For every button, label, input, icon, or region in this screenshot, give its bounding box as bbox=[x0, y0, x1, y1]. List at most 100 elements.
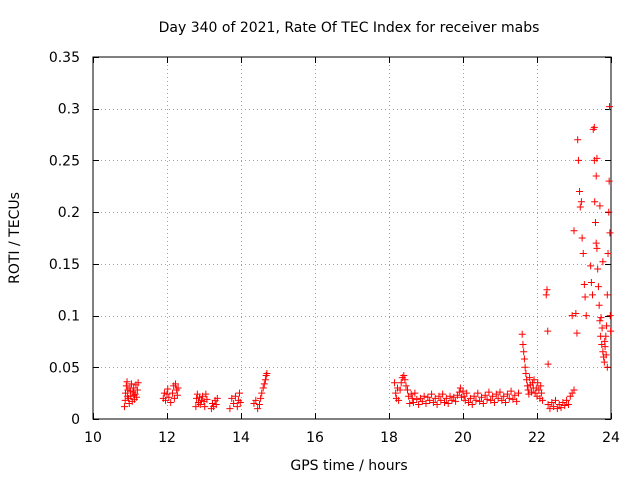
data-point bbox=[411, 389, 419, 397]
data-point bbox=[553, 405, 561, 413]
data-point bbox=[509, 395, 517, 403]
data-point bbox=[507, 387, 515, 395]
data-point bbox=[169, 389, 177, 397]
plot-area-frame bbox=[92, 56, 612, 420]
data-point bbox=[601, 337, 609, 345]
data-point bbox=[593, 154, 601, 162]
data-point bbox=[397, 379, 405, 387]
data-point bbox=[574, 136, 582, 144]
data-point bbox=[576, 187, 584, 195]
chart-title: Day 340 of 2021, Rate Of TEC Index for r… bbox=[159, 20, 540, 36]
data-point bbox=[573, 329, 581, 337]
data-point bbox=[606, 312, 614, 320]
x-tick-label: 10 bbox=[84, 430, 102, 446]
data-point bbox=[165, 393, 173, 401]
data-point bbox=[254, 405, 262, 413]
data-point bbox=[130, 391, 138, 399]
data-point bbox=[593, 244, 601, 252]
data-point bbox=[603, 291, 611, 299]
data-point bbox=[123, 378, 131, 386]
data-point bbox=[580, 281, 588, 289]
data-point bbox=[426, 396, 434, 404]
data-point bbox=[463, 389, 471, 397]
data-point bbox=[523, 382, 531, 390]
data-point bbox=[407, 390, 415, 398]
data-point bbox=[402, 382, 410, 390]
data-point bbox=[521, 363, 529, 371]
data-point bbox=[439, 390, 447, 398]
data-point bbox=[526, 374, 534, 382]
data-point bbox=[544, 401, 552, 409]
data-point bbox=[465, 398, 473, 406]
data-point bbox=[572, 310, 580, 318]
data-point bbox=[590, 123, 598, 131]
x-tick-label: 12 bbox=[158, 430, 176, 446]
data-point bbox=[518, 330, 526, 338]
data-point bbox=[606, 229, 614, 237]
data-point bbox=[574, 156, 582, 164]
data-point bbox=[489, 392, 497, 400]
data-point bbox=[396, 386, 404, 394]
data-point bbox=[212, 401, 220, 409]
data-point bbox=[162, 396, 170, 404]
data-point bbox=[600, 358, 608, 366]
data-point bbox=[498, 396, 506, 404]
data-point bbox=[133, 386, 141, 394]
data-point bbox=[252, 396, 260, 404]
data-point bbox=[193, 394, 201, 402]
data-point bbox=[257, 394, 265, 402]
grid-lines bbox=[93, 57, 611, 419]
data-point bbox=[122, 382, 130, 390]
data-point bbox=[127, 380, 135, 388]
data-point bbox=[550, 403, 558, 411]
data-point bbox=[250, 399, 258, 407]
data-point bbox=[552, 396, 559, 404]
data-point bbox=[196, 401, 204, 409]
data-point bbox=[408, 394, 416, 402]
data-point bbox=[474, 389, 482, 397]
data-point bbox=[478, 393, 485, 401]
data-point bbox=[260, 380, 268, 388]
data-point bbox=[544, 327, 552, 335]
data-point bbox=[233, 403, 241, 411]
data-point bbox=[420, 392, 428, 400]
data-point bbox=[606, 103, 614, 111]
data-point bbox=[561, 402, 569, 410]
data-point bbox=[481, 391, 489, 399]
data-point bbox=[470, 392, 478, 400]
data-point bbox=[450, 393, 458, 401]
data-point bbox=[577, 198, 585, 206]
x-tick-label: 14 bbox=[232, 430, 250, 446]
data-point bbox=[476, 397, 484, 405]
data-point bbox=[539, 396, 547, 404]
data-point bbox=[487, 396, 495, 404]
data-point bbox=[431, 394, 439, 402]
data-point bbox=[392, 389, 400, 397]
data-point bbox=[424, 393, 432, 401]
data-point bbox=[534, 379, 542, 387]
data-point bbox=[490, 398, 498, 406]
data-point bbox=[230, 399, 238, 407]
data-point bbox=[548, 398, 556, 406]
data-point bbox=[435, 392, 443, 400]
data-point bbox=[400, 372, 408, 380]
data-point bbox=[468, 401, 476, 409]
data-point bbox=[174, 384, 182, 392]
data-point bbox=[604, 250, 612, 258]
data-point bbox=[422, 399, 430, 407]
data-point bbox=[503, 390, 511, 398]
data-points bbox=[120, 103, 615, 413]
x-tick-label: 16 bbox=[306, 430, 324, 446]
axis-ticks: 10 12 14 16 18 20 22 24 0 0.05 0.1 0.15 0.2 0.25 0.3 0.… bbox=[49, 50, 620, 446]
data-point bbox=[433, 401, 441, 409]
data-point bbox=[587, 278, 595, 286]
data-point bbox=[599, 258, 607, 266]
data-point bbox=[546, 405, 554, 413]
data-point bbox=[192, 403, 200, 411]
data-point bbox=[258, 389, 266, 397]
data-point bbox=[429, 398, 437, 406]
data-point bbox=[131, 390, 139, 398]
data-point bbox=[568, 312, 576, 320]
data-point bbox=[605, 177, 613, 185]
